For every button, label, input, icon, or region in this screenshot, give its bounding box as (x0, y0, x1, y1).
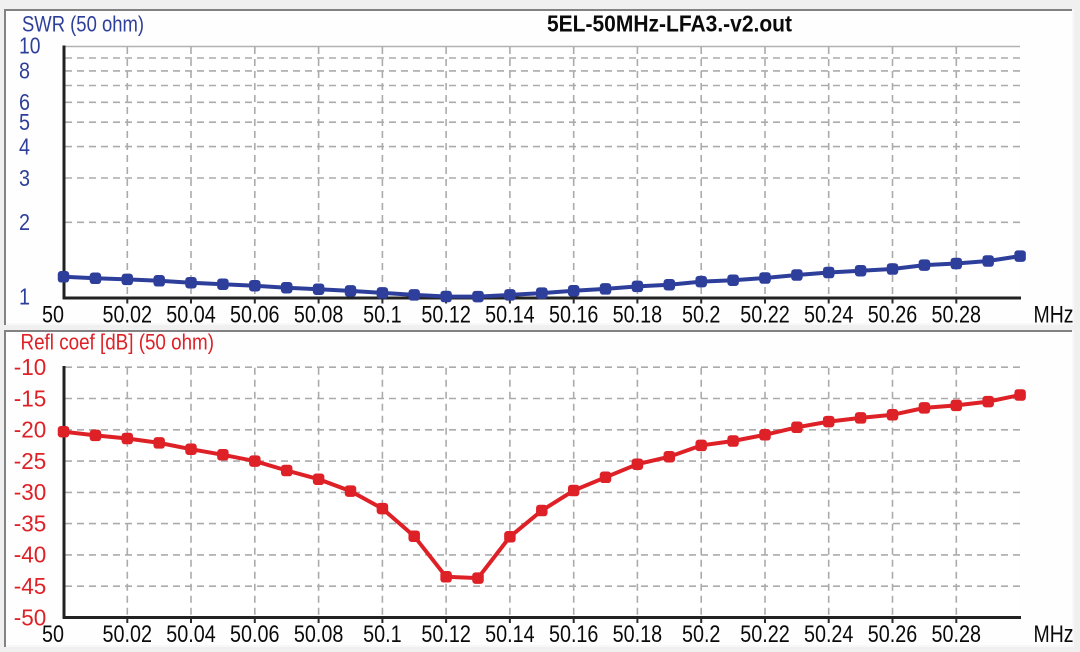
svg-text:Refl coef [dB] (50 ohm): Refl coef [dB] (50 ohm) (21, 330, 215, 355)
svg-text:-30: -30 (14, 479, 47, 505)
svg-text:50.2: 50.2 (682, 302, 721, 329)
svg-text:50.26: 50.26 (868, 621, 918, 648)
svg-text:5EL-50MHz-LFA3.-v2.out: 5EL-50MHz-LFA3.-v2.out (547, 11, 792, 37)
svg-text:50.16: 50.16 (549, 302, 599, 329)
svg-text:50.02: 50.02 (103, 621, 153, 648)
svg-text:50.28: 50.28 (932, 302, 982, 329)
svg-text:50.16: 50.16 (549, 621, 599, 648)
svg-text:50.04: 50.04 (166, 302, 216, 329)
svg-text:50.06: 50.06 (230, 621, 280, 648)
svg-text:10: 10 (19, 32, 41, 58)
svg-text:50.2: 50.2 (682, 621, 721, 648)
svg-text:50.22: 50.22 (740, 621, 790, 648)
svg-text:4: 4 (19, 133, 30, 159)
svg-text:50: 50 (42, 621, 64, 648)
svg-text:6: 6 (19, 89, 30, 115)
svg-text:50.06: 50.06 (230, 302, 280, 329)
svg-text:-15: -15 (14, 385, 47, 411)
svg-text:1: 1 (19, 283, 30, 309)
svg-text:50.1: 50.1 (363, 302, 402, 329)
svg-text:50: 50 (42, 302, 64, 329)
svg-text:50.22: 50.22 (740, 302, 790, 329)
svg-text:50.18: 50.18 (613, 621, 663, 648)
svg-text:SWR (50 ohm): SWR (50 ohm) (22, 12, 144, 37)
svg-text:50.12: 50.12 (421, 621, 471, 648)
svg-text:-35: -35 (14, 510, 47, 536)
svg-text:-50: -50 (14, 604, 47, 630)
svg-text:2: 2 (19, 209, 30, 235)
svg-text:50.04: 50.04 (166, 621, 216, 648)
svg-text:50.1: 50.1 (363, 621, 402, 648)
svg-text:50.02: 50.02 (103, 302, 153, 329)
svg-text:50.24: 50.24 (804, 302, 854, 329)
svg-text:50.14: 50.14 (485, 302, 535, 329)
svg-text:-20: -20 (14, 417, 47, 443)
svg-text:50.08: 50.08 (294, 302, 344, 329)
svg-text:50.28: 50.28 (932, 621, 982, 648)
svg-text:-10: -10 (14, 354, 47, 380)
svg-text:50.12: 50.12 (421, 302, 471, 329)
svg-text:50.26: 50.26 (868, 302, 918, 329)
svg-text:50.24: 50.24 (804, 621, 854, 648)
svg-text:50.18: 50.18 (613, 302, 663, 329)
svg-text:-45: -45 (14, 573, 47, 599)
svg-text:MHz: MHz (1034, 302, 1074, 329)
svg-text:50.08: 50.08 (294, 621, 344, 648)
svg-text:8: 8 (19, 58, 30, 84)
svg-text:5: 5 (19, 109, 30, 135)
svg-text:-40: -40 (14, 542, 47, 568)
svg-text:50.14: 50.14 (485, 621, 535, 648)
svg-text:3: 3 (19, 165, 30, 191)
svg-text:-25: -25 (14, 448, 47, 474)
svg-text:MHz: MHz (1034, 621, 1074, 648)
